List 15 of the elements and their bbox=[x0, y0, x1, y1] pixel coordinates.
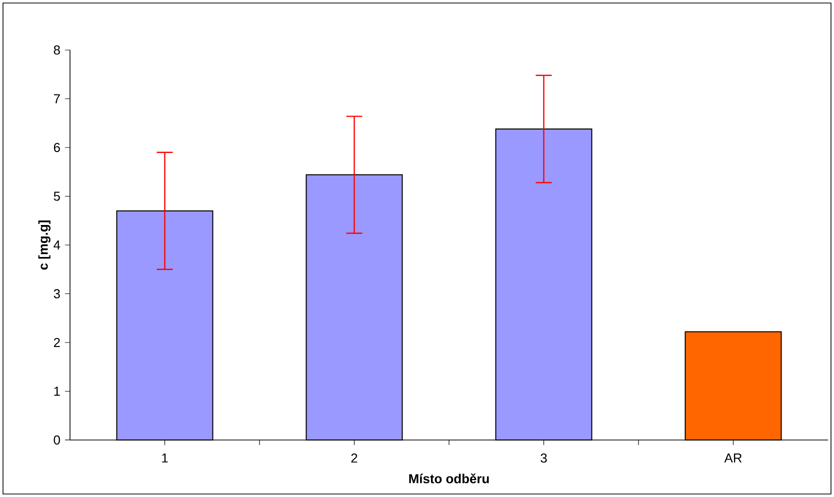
x-tick-label: 1 bbox=[162, 454, 168, 462]
x-tick-label: 2 bbox=[351, 454, 358, 463]
y-tick-label: 6 bbox=[54, 142, 60, 152]
y-tick-label: 5 bbox=[54, 192, 60, 201]
y-tick-label: 1 bbox=[54, 386, 60, 396]
y-tick-label: 2 bbox=[54, 338, 60, 348]
y-tick-label: 8 bbox=[54, 45, 60, 55]
y-tick-label: 4 bbox=[54, 240, 60, 250]
y-tick-label: 0 bbox=[54, 435, 60, 445]
y-axis-title: c [mg.g] bbox=[38, 220, 50, 270]
x-tick-label: AR bbox=[724, 454, 742, 462]
y-tick-label: 7 bbox=[54, 94, 60, 104]
x-axis-title: Místo odběru bbox=[409, 474, 489, 484]
y-tick-label: 3 bbox=[54, 289, 60, 298]
x-tick-label: 3 bbox=[540, 454, 547, 463]
